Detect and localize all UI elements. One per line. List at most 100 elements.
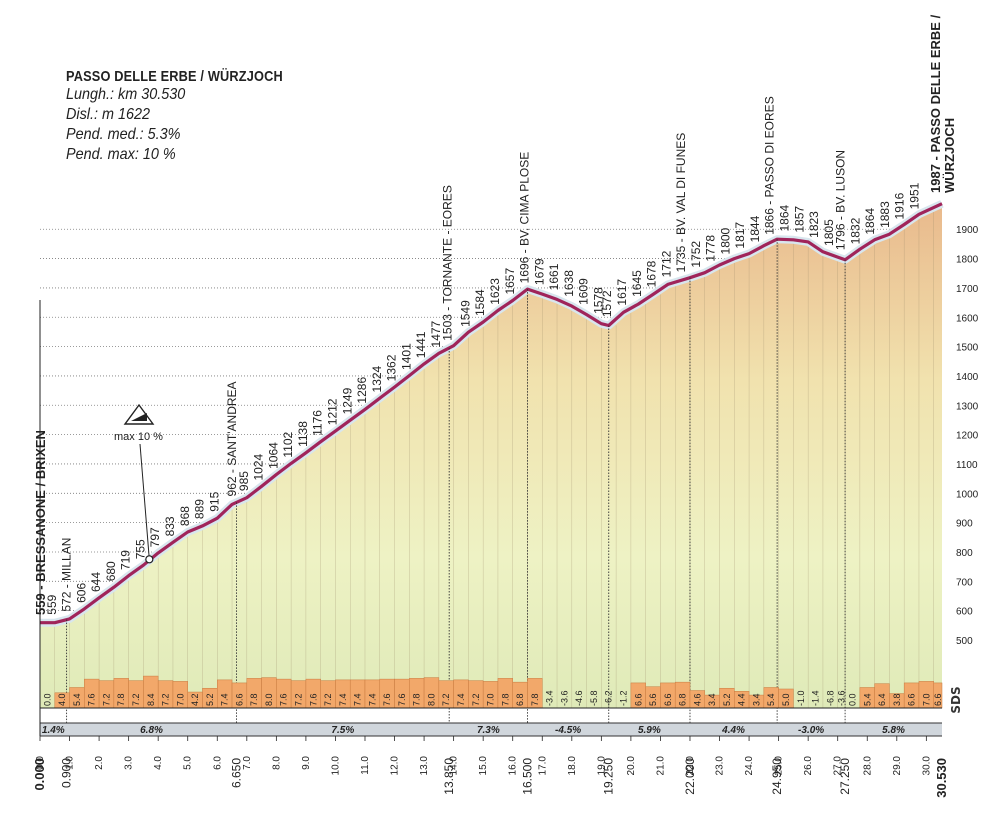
x-tick-label: 0.0 <box>35 756 46 770</box>
x-tick-label: 25.0 <box>774 756 785 776</box>
altitude-label: 1212 <box>325 398 339 425</box>
climb-elevation-gain: Disl.: m 1622 <box>66 106 151 123</box>
altitude-label: 1024 <box>252 454 266 481</box>
sector-average-label: 5.9% <box>638 725 661 736</box>
x-tick-label: 21.0 <box>655 756 666 776</box>
altitude-label: 985 <box>237 471 251 491</box>
altitude-label: 572 - MILLAN <box>60 538 74 612</box>
grade-label: 5.4 <box>766 693 776 706</box>
y-tick-label: 1400 <box>956 372 979 383</box>
x-tick-label: 28.0 <box>862 756 873 776</box>
altitude-label: 680 <box>104 561 118 581</box>
y-tick-label: 1500 <box>956 343 979 354</box>
grade-label: 7.4 <box>220 693 230 706</box>
altitude-label: 1823 <box>807 211 821 238</box>
y-tick-label: 700 <box>956 577 973 588</box>
x-tick-label: 19.0 <box>596 756 607 776</box>
altitude-label: 1844 <box>748 215 762 242</box>
grade-label: 7.2 <box>323 693 333 706</box>
grade-label: 4.0 <box>57 693 67 706</box>
y-tick-label: 500 <box>956 636 973 647</box>
grade-label: 7.8 <box>116 693 126 706</box>
altitude-label: 1138 <box>296 421 310 447</box>
profile-line <box>40 202 943 625</box>
profile-area-layer <box>39 200 944 708</box>
altitude-label: 1362 <box>385 354 399 381</box>
altitude-label: 1796 - BV. LUSON <box>834 150 848 250</box>
altitude-label: 1916 <box>893 192 907 219</box>
logo-layer: SDS <box>949 686 963 713</box>
grade-label: -6.8 <box>825 690 835 706</box>
altitude-label: 1617 <box>615 279 629 306</box>
climb-info: PASSO DELLE ERBE / WÜRZJOCH Lungh.: km 3… <box>66 68 321 165</box>
altitude-label: 1678 <box>645 260 659 287</box>
sector-average-label: 7.5% <box>331 725 354 736</box>
climb-max-gradient: Pend. max: 10 % <box>66 146 176 163</box>
key-point-label: 6.650 <box>229 758 243 788</box>
grade-label: -1.2 <box>619 690 629 706</box>
altitude-label: 1883 <box>878 201 892 228</box>
x-tick-label: 17.0 <box>537 756 548 776</box>
x-tick-label: 7.0 <box>242 756 253 770</box>
altitude-label: 1477 <box>429 320 443 347</box>
x-tick-label: 26.0 <box>803 756 814 776</box>
grade-label: 7.2 <box>294 693 304 706</box>
altitude-label: 833 <box>163 516 177 536</box>
altitude-label: 1176 <box>311 410 325 436</box>
start-label: 559 - BRESSANONE / BRIXEN <box>33 430 48 615</box>
grade-label: 4.2 <box>190 693 200 706</box>
finish-label-line2: WÜRZJOCH <box>942 118 957 193</box>
altitude-label: 644 <box>89 572 103 592</box>
sector-average-label: -3.0% <box>798 725 824 736</box>
y-tick-label: 1600 <box>956 313 979 324</box>
altitude-label: 889 <box>193 499 207 519</box>
altitude-label: 1584 <box>473 289 487 316</box>
altitude-label: 1951 <box>908 182 922 209</box>
grade-label: 6.6 <box>234 693 244 706</box>
altitude-label: 1638 <box>562 270 576 297</box>
grade-label: 3.4 <box>751 693 761 706</box>
grade-label: 7.8 <box>530 693 540 706</box>
grade-label: 4.4 <box>737 693 747 706</box>
grade-label: 7.4 <box>338 693 348 706</box>
profile-area <box>40 203 942 708</box>
y-axis-layer: 500 600 700 800 900 1000 1100 1200 1300 1400 1500 1… <box>956 225 979 647</box>
key-point-lines <box>66 239 846 723</box>
climb-title: PASSO DELLE ERBE / WÜRZJOCH <box>66 68 283 85</box>
x-tick-label: 6.0 <box>212 756 223 770</box>
key-point-label: 24.950 <box>770 758 784 795</box>
grade-label: 6.8 <box>678 693 688 706</box>
x-tick-label: 27.0 <box>833 756 844 776</box>
x-axis-layer: 0.0 1.0 2.0 3.0 4.0 5.0 6.0 7.0 8.0 9.0 10.0 11.0 12… <box>32 300 949 798</box>
grade-label: 5.4 <box>72 693 82 706</box>
x-tick-label: 18.0 <box>567 756 578 776</box>
altitude-label: 962 - SANT'ANDREA <box>225 381 239 496</box>
y-tick-label: 1800 <box>956 255 979 266</box>
grade-label: 7.2 <box>471 693 481 706</box>
y-tick-label: 1300 <box>956 401 979 412</box>
x-tick-label: 24.0 <box>744 756 755 776</box>
altitude-label: 1549 <box>458 300 472 327</box>
y-tick-label: 800 <box>956 548 973 559</box>
x-tick-label: 9.0 <box>301 756 312 770</box>
key-point-label: 13.850 <box>442 758 456 795</box>
altitude-label: 1735 - BV. VAL DI FUNES <box>674 133 688 273</box>
altitude-label: 1102 <box>281 431 295 457</box>
altitude-label: 1866 - PASSO DI EORES <box>763 96 777 235</box>
grade-label: 6.6 <box>663 693 673 706</box>
key-point-label: 0.000 <box>32 758 47 791</box>
grade-label: 0.0 <box>42 693 52 706</box>
altitude-label: 1572 <box>600 290 614 317</box>
altitude-label: 1578 <box>591 287 605 314</box>
key-point-label: 22.000 <box>683 758 697 795</box>
x-tick-label: 20.0 <box>626 756 637 776</box>
y-tick-label: 1700 <box>956 284 979 295</box>
grade-label: 7.6 <box>382 693 392 706</box>
grade-label: 7.8 <box>500 693 510 706</box>
sector-average-label: 5.8% <box>882 725 905 736</box>
grade-label: 6.6 <box>907 693 917 706</box>
grade-label: 7.6 <box>308 693 318 706</box>
grade-label: 5.4 <box>862 693 872 706</box>
